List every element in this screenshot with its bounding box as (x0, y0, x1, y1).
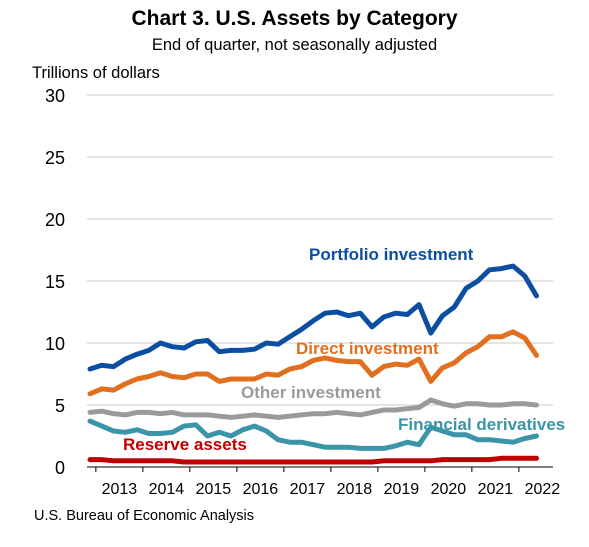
y-tick-label: 0 (55, 458, 65, 478)
series-label-other-investment: Other investment (241, 383, 381, 402)
series-labels: Portfolio investment Direct investment Oth… (123, 245, 565, 454)
y-tick-labels: 0 5 10 15 20 25 30 (45, 86, 65, 478)
x-tick-label: 2015 (196, 481, 232, 498)
series-line-direct-investment (87, 329, 539, 397)
series-label-reserve-assets: Reserve assets (123, 435, 247, 454)
chart-title: Chart 3. U.S. Assets by Category (131, 7, 458, 30)
x-tick-label: 2018 (337, 481, 373, 498)
series-line-portfolio-investment (87, 263, 539, 372)
y-tick-label: 15 (45, 272, 65, 292)
y-tick-label: 30 (45, 86, 65, 106)
x-tick-label: 2021 (478, 481, 514, 498)
series-line-financial-derivatives (87, 418, 539, 451)
x-tick-label: 2020 (431, 481, 467, 498)
x-axis: 2013 2014 2015 2016 2017 2018 2019 2020 2021 2022 (87, 466, 561, 498)
x-tick-label: 2016 (243, 481, 279, 498)
x-tick-label: 2017 (290, 481, 326, 498)
y-tick-label: 20 (45, 210, 65, 230)
chart-subtitle: End of quarter, not seasonally adjusted (151, 36, 438, 54)
x-tick-label: 2013 (102, 481, 138, 498)
series-line-reserve-assets (87, 455, 539, 465)
series-label-direct-investment: Direct investment (296, 339, 439, 358)
series-lines (87, 263, 539, 465)
y-tick-label: 10 (45, 334, 65, 354)
y-tick-label: 5 (55, 396, 65, 416)
x-tick-label: 2014 (149, 481, 185, 498)
source-note: U.S. Bureau of Economic Analysis (34, 508, 255, 524)
series-label-financial-derivatives: Financial derivatives (398, 415, 565, 434)
y-tick-label: 25 (45, 148, 65, 168)
x-tick-label: 2019 (384, 481, 420, 498)
series-line-other-investment (87, 397, 539, 420)
y-axis-label: Trillions of dollars (32, 64, 160, 82)
x-tick-label: 2022 (525, 481, 561, 498)
series-label-portfolio-investment: Portfolio investment (309, 245, 474, 264)
